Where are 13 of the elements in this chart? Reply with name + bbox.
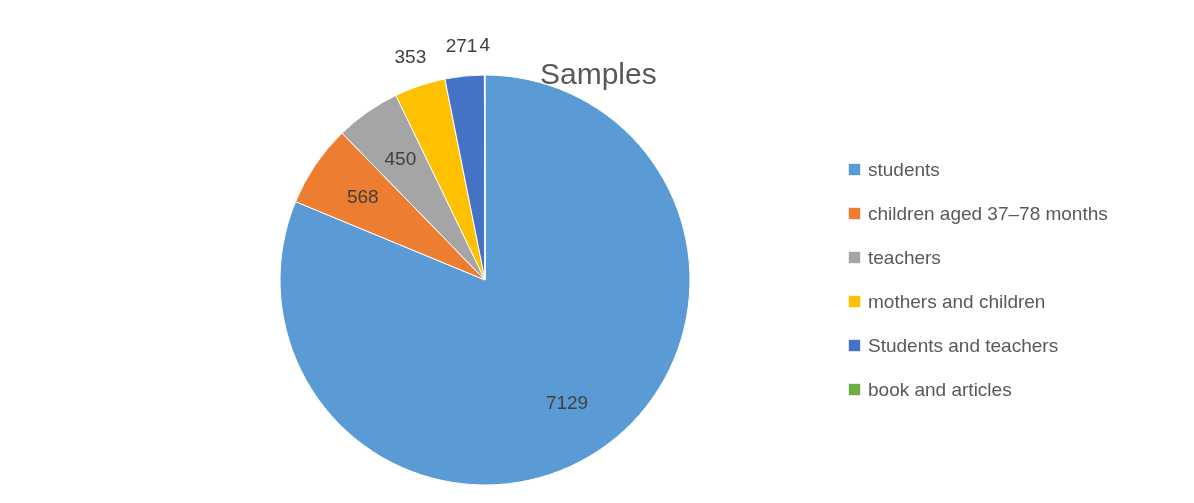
legend-label: teachers bbox=[868, 246, 941, 268]
text: Samples bbox=[540, 57, 657, 90]
data-label: 353 bbox=[394, 46, 427, 68]
data-label: 568 bbox=[346, 186, 379, 208]
legend-label: children aged 37–78 months bbox=[868, 202, 1108, 224]
data-label: 7129 bbox=[545, 391, 589, 413]
legend-label: students bbox=[868, 158, 940, 180]
data-label: 4 bbox=[479, 34, 491, 55]
legend-label: Students and teachers bbox=[868, 334, 1059, 356]
data-label: 450 bbox=[384, 148, 417, 170]
legend-label: book and articles bbox=[868, 378, 1012, 400]
legend-label: mothers and children bbox=[868, 290, 1046, 312]
data-label: 271 bbox=[445, 35, 478, 57]
